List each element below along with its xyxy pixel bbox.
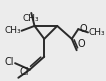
Text: CH₃: CH₃ <box>23 14 40 23</box>
Text: O: O <box>79 24 87 34</box>
Text: Cl: Cl <box>19 67 29 77</box>
Text: CH₃: CH₃ <box>88 28 105 37</box>
Text: CH₃: CH₃ <box>5 26 21 35</box>
Text: Cl: Cl <box>5 57 14 67</box>
Text: O: O <box>77 39 85 49</box>
